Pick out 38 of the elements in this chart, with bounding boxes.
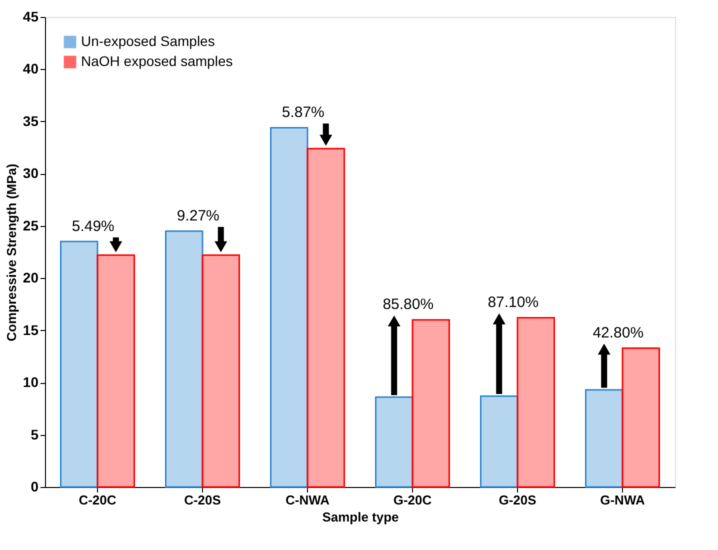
- y-tick-label: 0: [30, 478, 39, 494]
- x-tick-label: G-20C: [393, 492, 432, 508]
- bar: [306, 148, 345, 488]
- bar: [202, 254, 240, 488]
- bar: [622, 347, 660, 488]
- bar: [516, 317, 555, 488]
- y-tick-label: 15: [22, 322, 39, 338]
- legend-label: Un-exposed Samples: [81, 33, 215, 49]
- annotation: 87.10%: [488, 294, 539, 312]
- x-tick-label: G-20S: [498, 492, 537, 508]
- y-tick-label: 5: [30, 426, 39, 442]
- annotation: 5.87%: [282, 104, 324, 122]
- bar: [412, 319, 450, 488]
- bar: [165, 230, 204, 488]
- x-tick-label: C-NWA: [285, 492, 330, 508]
- bar: [375, 396, 414, 488]
- y-tick-label: 10: [22, 374, 39, 390]
- bar: [96, 254, 135, 488]
- y-tick-label: 35: [22, 112, 39, 129]
- annotation: 85.80%: [382, 296, 434, 314]
- bar: [270, 126, 308, 488]
- y-axis-title: Compressive Strength (MPa): [4, 164, 19, 342]
- x-tick-label: C-20S: [184, 492, 222, 508]
- bar: [585, 389, 624, 488]
- y-tick-label: 45: [22, 8, 39, 24]
- bar: [480, 395, 518, 488]
- bar: [60, 240, 98, 488]
- y-tick-label: 40: [22, 60, 39, 77]
- x-axis-title: Sample type: [322, 510, 399, 524]
- annotation: 42.80%: [592, 324, 644, 342]
- legend-label: NaOH exposed samples: [81, 53, 233, 69]
- y-tick-label: 30: [22, 165, 39, 182]
- annotation: 9.27%: [176, 207, 220, 224]
- y-tick-label: 25: [22, 217, 39, 234]
- y-tick-label: 20: [22, 270, 39, 286]
- x-tick-label: C-20C: [78, 492, 117, 508]
- x-tick-label: G-NWA: [600, 492, 646, 508]
- annotation: 5.49%: [72, 218, 114, 235]
